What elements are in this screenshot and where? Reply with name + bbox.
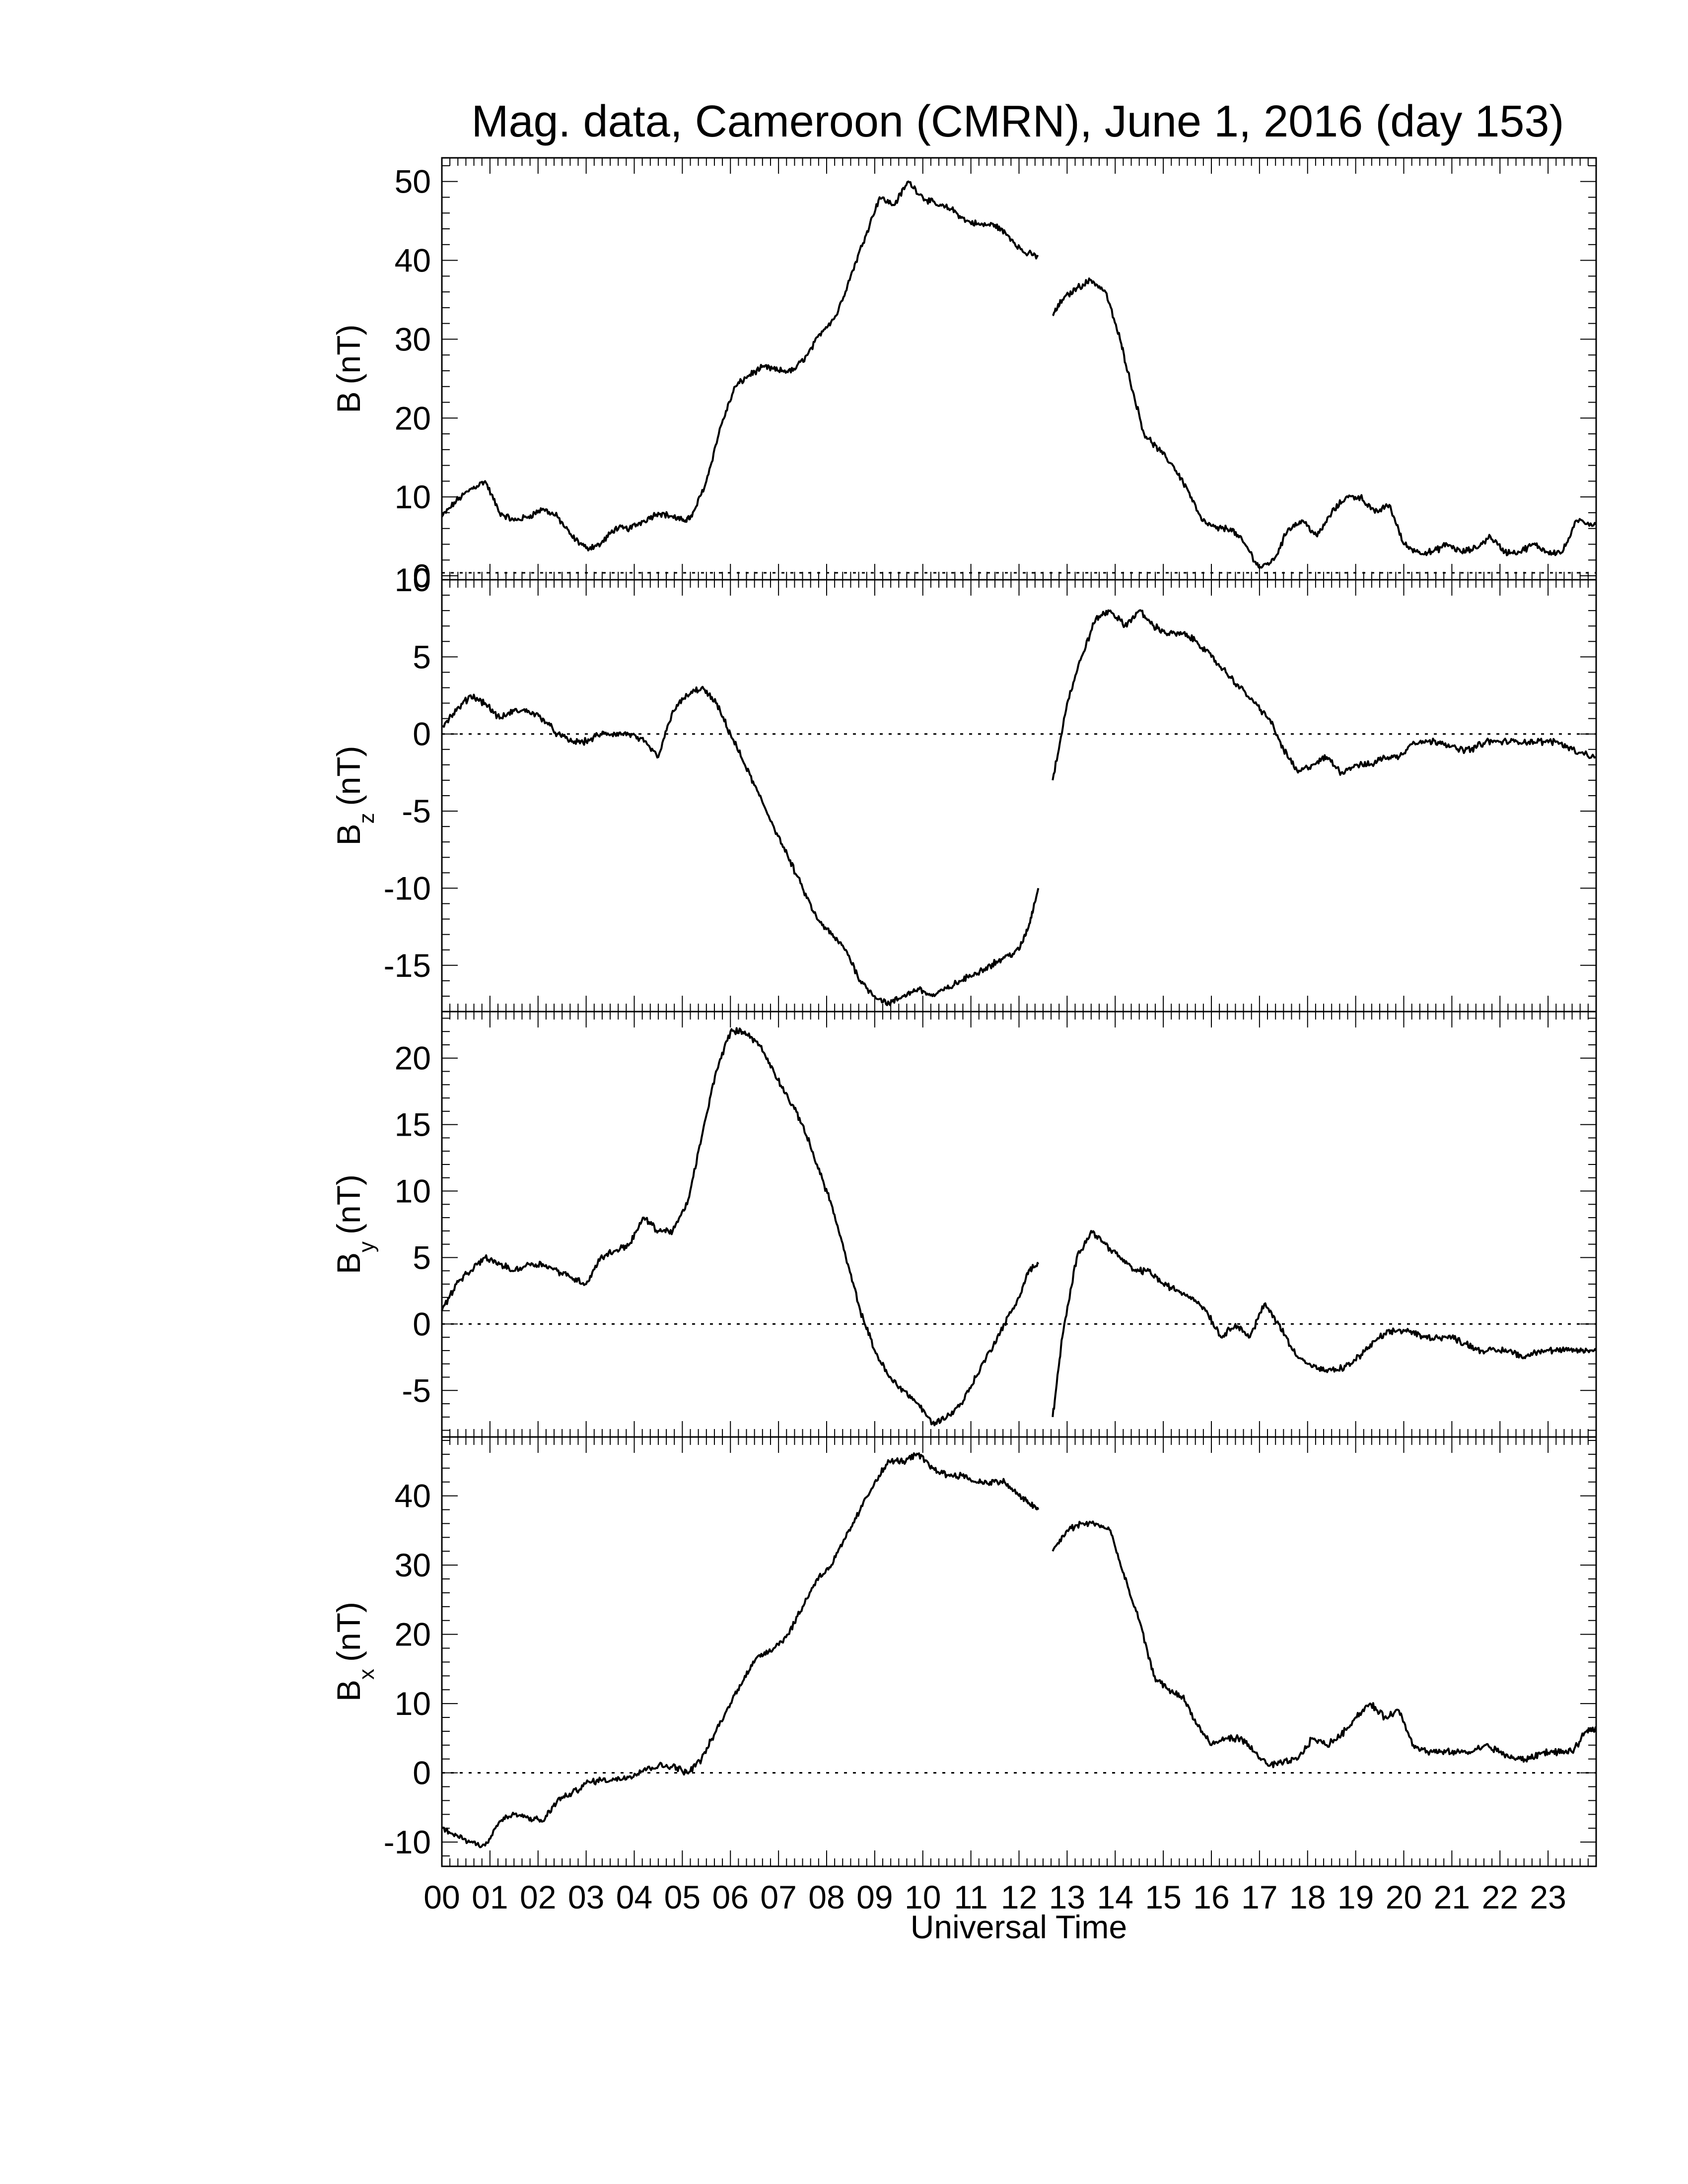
panels: 01020304050B(nT)-15-10-50510Bz(nT)-50510… [330,157,1597,1867]
y-tick-label: 40 [395,242,431,279]
panel-frame [441,1011,1597,1438]
x-tick-label: 00 [423,1879,460,1915]
x-tick-label: 01 [472,1879,508,1915]
x-tick-label: 02 [520,1879,556,1915]
x-tick-label: 03 [568,1879,604,1915]
y-tick-label: 30 [395,1547,431,1583]
x-tick-label: 17 [1241,1879,1277,1915]
x-tick-label: 23 [1530,1879,1566,1915]
y-tick-label: 0 [413,557,431,594]
x-tick-label: 11 [954,1879,988,1915]
y-axis-label-unit: (nT) [330,746,367,806]
y-axis-label: Bz (nT) [330,746,379,845]
y-tick-label: 40 [395,1478,431,1514]
x-tick-label: 13 [1049,1879,1085,1915]
x-tick-label: 10 [905,1879,941,1915]
panel-B: 0 10 20 30 40 50 B (nT) [330,157,1597,594]
panel-By: -5 0 5 10 15 20 By (nT) [330,1011,1597,1438]
y-tick-label: 20 [395,1616,431,1653]
x-tick-label: 21 [1434,1879,1470,1915]
x-tick-label: 18 [1289,1879,1326,1915]
y-tick-label: -5 [402,1372,431,1409]
y-axis-label-subscript: x [354,1669,379,1680]
y-axis-label-main: B [330,391,367,413]
x-tick-label: 22 [1482,1879,1518,1915]
x-tick-label: 14 [1097,1879,1133,1915]
panel-Bx: -10 0 10 20 30 40 Bx (nT) [330,1436,1597,1867]
x-tick-label: 05 [664,1879,701,1915]
series-line-Bx [441,1452,1597,1848]
x-tick-label: 20 [1386,1879,1422,1915]
panel-frame [441,157,1597,581]
y-axis-label-main: B [330,823,367,845]
y-tick-label: 15 [395,1106,431,1143]
y-tick-label: -10 [384,1824,431,1860]
x-tick-label: 12 [1001,1879,1037,1915]
series-line-By [441,1027,1597,1427]
y-axis-label-subscript: z [354,813,379,823]
y-tick-label: 0 [413,1305,431,1342]
x-tick-label: 09 [856,1879,893,1915]
series-line-B [441,180,1597,569]
y-tick-label: -10 [384,870,431,906]
y-tick-label: 5 [413,1239,431,1276]
x-tick-label: 15 [1145,1879,1181,1915]
chart-title: Mag. data, Cameroon (CMRN), June 1, 2016… [471,97,1564,146]
y-tick-label: 0 [413,716,431,752]
y-tick-label: 10 [395,1685,431,1722]
y-axis-label-subscript: y [354,1241,379,1252]
y-axis-label-unit: (nT) [330,1602,367,1662]
y-axis-label-unit: (nT) [330,324,367,384]
panel-frame [441,579,1597,1013]
y-tick-label: -5 [402,793,431,829]
y-axis-label: By (nT) [330,1174,379,1274]
y-tick-label: 10 [395,561,431,598]
y-tick-label: 10 [395,478,431,515]
y-tick-label: 50 [395,163,431,200]
y-tick-label: 10 [395,1173,431,1210]
y-axis-label-main: B [330,1252,367,1274]
y-axis-label: Bx (nT) [330,1602,379,1702]
y-axis-label-main: B [330,1680,367,1702]
y-tick-label: -15 [384,947,431,984]
y-tick-label: 30 [395,321,431,357]
x-tick-label: 07 [760,1879,796,1915]
panel-Bz: -15 -10 -5 0 5 10 Bz (nT) [330,561,1597,1013]
y-tick-label: 0 [413,1755,431,1791]
y-tick-label: 5 [413,638,431,675]
x-axis-label: Universal Time [911,1909,1127,1945]
y-axis-label: B (nT) [330,324,367,413]
series-line-Bz [442,609,1597,1007]
x-tick-label: 04 [616,1879,652,1915]
panel-frame [441,1436,1597,1867]
x-tick-label: 16 [1193,1879,1229,1915]
y-axis-label-unit: (nT) [330,1174,367,1234]
x-tick-label: 06 [712,1879,749,1915]
x-tick-label: 19 [1337,1879,1374,1915]
y-tick-label: 20 [395,400,431,436]
y-tick-label: 20 [395,1040,431,1077]
x-tick-label: 08 [808,1879,844,1915]
x-tick-labels: 00 01 02 03 04 05 06 07 08 09 10 11 12 13 14 15 16 17 18 19… [423,1879,1566,1915]
